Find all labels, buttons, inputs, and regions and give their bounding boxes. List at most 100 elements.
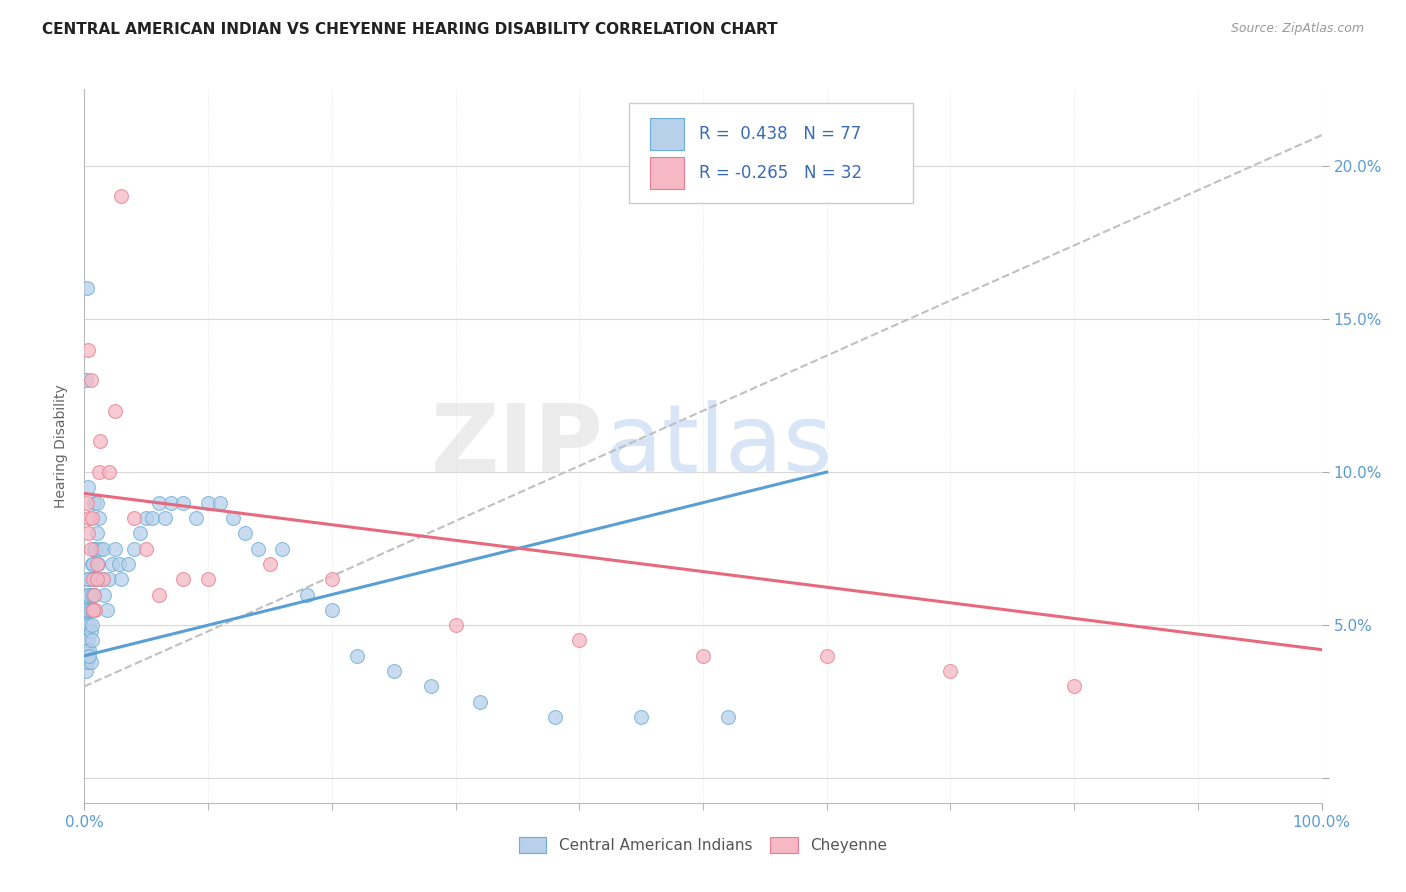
Point — [75, 633, 97, 648]
Point — [259, 557, 281, 571]
Point — [129, 526, 152, 541]
Point — [295, 588, 318, 602]
Point — [91, 572, 114, 586]
Point — [939, 664, 962, 678]
Point — [117, 557, 139, 571]
Point — [1063, 680, 1085, 694]
Text: ZIP: ZIP — [432, 400, 605, 492]
Point — [76, 642, 98, 657]
Point — [346, 648, 368, 663]
FancyBboxPatch shape — [650, 157, 685, 189]
Y-axis label: Hearing Disability: Hearing Disability — [53, 384, 67, 508]
Point — [82, 572, 104, 586]
Point — [98, 572, 121, 586]
Point — [75, 664, 97, 678]
Point — [86, 572, 108, 586]
Point — [76, 588, 98, 602]
Point — [83, 541, 105, 556]
Point — [75, 618, 97, 632]
Point — [382, 664, 405, 678]
Point — [77, 343, 100, 357]
Point — [89, 541, 111, 556]
Point — [141, 511, 163, 525]
Point — [86, 496, 108, 510]
Point — [77, 648, 100, 663]
Point — [93, 588, 115, 602]
FancyBboxPatch shape — [628, 103, 914, 203]
Point — [83, 496, 105, 510]
Point — [79, 511, 101, 525]
Point — [815, 648, 838, 663]
Point — [79, 648, 101, 663]
Point — [321, 572, 343, 586]
Point — [91, 572, 114, 586]
Point — [79, 588, 101, 602]
Point — [110, 572, 132, 586]
Point — [197, 496, 219, 510]
Point — [160, 496, 183, 510]
Point — [246, 541, 269, 556]
Point — [82, 603, 104, 617]
Point — [172, 572, 194, 586]
Point — [233, 526, 256, 541]
Point — [153, 511, 176, 525]
Point — [110, 189, 132, 203]
Point — [419, 680, 441, 694]
Point — [76, 655, 98, 669]
Point — [83, 588, 105, 602]
Point — [86, 557, 108, 571]
Point — [79, 572, 101, 586]
Point — [76, 603, 98, 617]
Point — [89, 434, 111, 449]
Point — [80, 557, 103, 571]
Point — [104, 404, 127, 418]
Point — [79, 642, 101, 657]
Point — [83, 588, 105, 602]
Point — [80, 511, 103, 525]
Point — [543, 710, 565, 724]
Point — [122, 511, 145, 525]
Point — [84, 572, 107, 586]
Point — [209, 496, 232, 510]
Point — [89, 511, 111, 525]
Point — [80, 633, 103, 648]
Point — [86, 526, 108, 541]
Point — [98, 465, 121, 479]
Point — [87, 557, 110, 571]
Point — [148, 588, 170, 602]
Point — [77, 572, 100, 586]
Point — [470, 695, 492, 709]
Point — [122, 541, 145, 556]
Text: CENTRAL AMERICAN INDIAN VS CHEYENNE HEARING DISABILITY CORRELATION CHART: CENTRAL AMERICAN INDIAN VS CHEYENNE HEAR… — [42, 22, 778, 37]
Point — [91, 541, 114, 556]
Point — [86, 572, 108, 586]
Point — [75, 603, 97, 617]
Point — [77, 603, 100, 617]
Point — [84, 603, 107, 617]
Point — [321, 603, 343, 617]
Point — [717, 710, 740, 724]
Point — [77, 526, 100, 541]
Text: R = -0.265   N = 32: R = -0.265 N = 32 — [699, 164, 862, 182]
Point — [184, 511, 207, 525]
Point — [79, 541, 101, 556]
Legend: Central American Indians, Cheyenne: Central American Indians, Cheyenne — [513, 831, 893, 859]
Point — [222, 511, 245, 525]
Point — [630, 710, 652, 724]
Point — [197, 572, 219, 586]
Point — [77, 480, 100, 494]
Text: Source: ZipAtlas.com: Source: ZipAtlas.com — [1230, 22, 1364, 36]
Point — [79, 655, 101, 669]
Point — [135, 541, 157, 556]
Point — [76, 624, 98, 639]
Point — [80, 588, 103, 602]
Text: R =  0.438   N = 77: R = 0.438 N = 77 — [699, 125, 862, 143]
FancyBboxPatch shape — [650, 118, 685, 150]
Point — [89, 465, 111, 479]
Point — [692, 648, 714, 663]
Point — [271, 541, 294, 556]
Point — [79, 618, 101, 632]
Point — [82, 557, 104, 571]
Point — [75, 373, 97, 387]
Point — [77, 633, 100, 648]
